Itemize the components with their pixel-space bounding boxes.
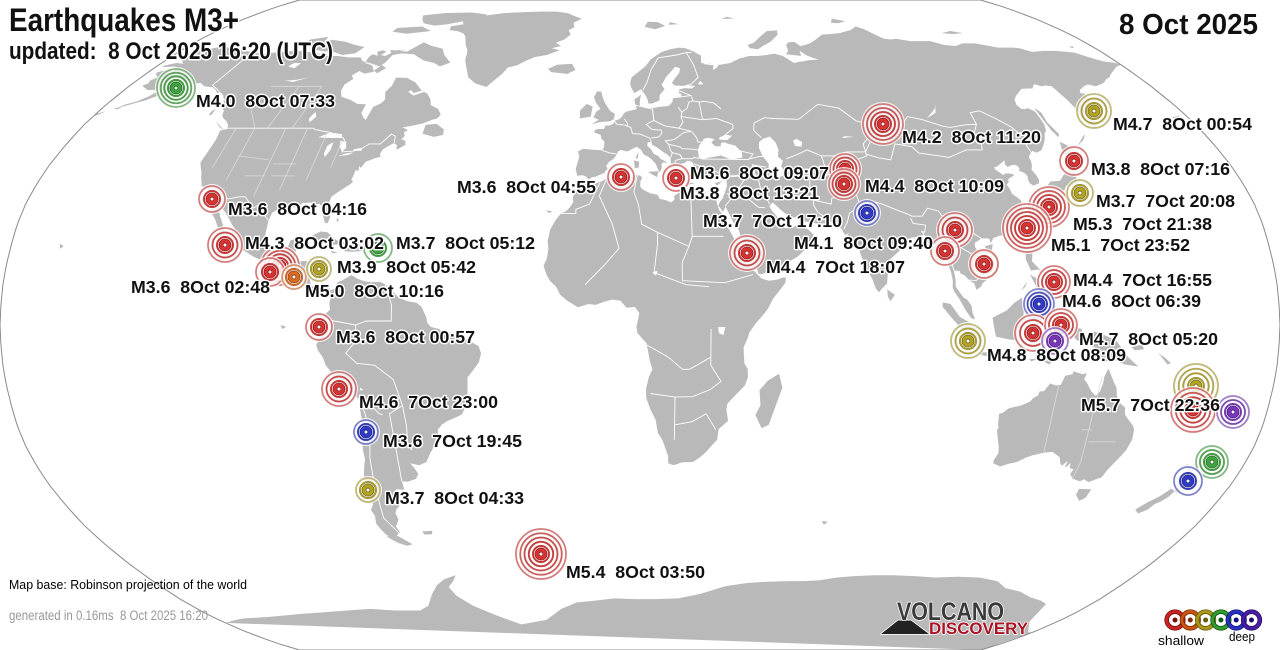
svg-text:M4.3 8Oct 03:02: M4.3 8Oct 03:02 xyxy=(245,233,384,253)
svg-text:M3.8 8Oct 13:21: M3.8 8Oct 13:21 xyxy=(680,183,819,203)
svg-text:M5.0 8Oct 10:16: M5.0 8Oct 10:16 xyxy=(305,281,444,301)
svg-text:M3.7 8Oct 05:12: M3.7 8Oct 05:12 xyxy=(396,233,535,253)
svg-text:generated in 0.16ms 8 Oct 202: generated in 0.16ms 8 Oct 2025 16:20 xyxy=(9,608,208,623)
svg-text:M4.0 8Oct 07:33: M4.0 8Oct 07:33 xyxy=(196,91,335,111)
svg-text:VOLCANO: VOLCANO xyxy=(897,598,1004,626)
svg-text:DISCOVERY: DISCOVERY xyxy=(929,619,1029,638)
svg-text:M4.1 8Oct 09:40: M4.1 8Oct 09:40 xyxy=(794,233,933,253)
svg-text:M3.6 7Oct 19:45: M3.6 7Oct 19:45 xyxy=(383,431,522,451)
svg-text:M3.7 7Oct 20:08: M3.7 7Oct 20:08 xyxy=(1096,191,1235,211)
svg-text:M4.6 8Oct 06:39: M4.6 8Oct 06:39 xyxy=(1062,291,1201,311)
svg-text:M4.7 8Oct 05:20: M4.7 8Oct 05:20 xyxy=(1079,329,1218,349)
svg-text:Earthquakes M3+: Earthquakes M3+ xyxy=(9,2,239,38)
svg-text:M3.8 8Oct 07:16: M3.8 8Oct 07:16 xyxy=(1091,159,1230,179)
svg-text:M4.4 7Oct 16:55: M4.4 7Oct 16:55 xyxy=(1073,270,1212,290)
svg-text:updated: 8 Oct 2025 16:20 (UT: updated: 8 Oct 2025 16:20 (UTC) xyxy=(9,38,333,65)
svg-text:M4.7 8Oct 00:54: M4.7 8Oct 00:54 xyxy=(1113,114,1252,134)
svg-text:M4.8 8Oct 08:09: M4.8 8Oct 08:09 xyxy=(987,345,1126,365)
svg-text:M4.4 8Oct 10:09: M4.4 8Oct 10:09 xyxy=(865,176,1004,196)
svg-text:M3.6 8Oct 00:57: M3.6 8Oct 00:57 xyxy=(336,327,475,347)
svg-text:M4.6 7Oct 23:00: M4.6 7Oct 23:00 xyxy=(359,392,498,412)
svg-text:M3.9 8Oct 05:42: M3.9 8Oct 05:42 xyxy=(337,257,476,277)
svg-text:M3.6 8Oct 02:48: M3.6 8Oct 02:48 xyxy=(131,277,270,297)
svg-text:M5.4 8Oct 03:50: M5.4 8Oct 03:50 xyxy=(566,562,705,582)
svg-text:M3.7 8Oct 04:33: M3.7 8Oct 04:33 xyxy=(385,488,524,508)
svg-text:M3.6 8Oct 04:16: M3.6 8Oct 04:16 xyxy=(228,199,367,219)
svg-text:M5.7 7Oct 22:36: M5.7 7Oct 22:36 xyxy=(1081,395,1220,415)
svg-text:M4.2 8Oct 11:20: M4.2 8Oct 11:20 xyxy=(902,127,1041,147)
svg-text:shallow: shallow xyxy=(1158,634,1205,648)
svg-text:M3.6 8Oct 04:55: M3.6 8Oct 04:55 xyxy=(457,177,596,197)
svg-text:M3.7 7Oct 17:10: M3.7 7Oct 17:10 xyxy=(703,211,842,231)
svg-text:M5.3 7Oct 21:38: M5.3 7Oct 21:38 xyxy=(1073,214,1212,234)
svg-text:M5.1 7Oct 23:52: M5.1 7Oct 23:52 xyxy=(1051,235,1190,255)
svg-text:Map base: Robinson projection: Map base: Robinson projection of the wor… xyxy=(9,577,247,592)
svg-text:8 Oct 2025: 8 Oct 2025 xyxy=(1119,9,1258,41)
svg-text:M4.4 7Oct 18:07: M4.4 7Oct 18:07 xyxy=(766,257,905,277)
svg-text:M3.6 8Oct 09:07: M3.6 8Oct 09:07 xyxy=(690,163,829,183)
svg-text:deep: deep xyxy=(1229,630,1255,644)
